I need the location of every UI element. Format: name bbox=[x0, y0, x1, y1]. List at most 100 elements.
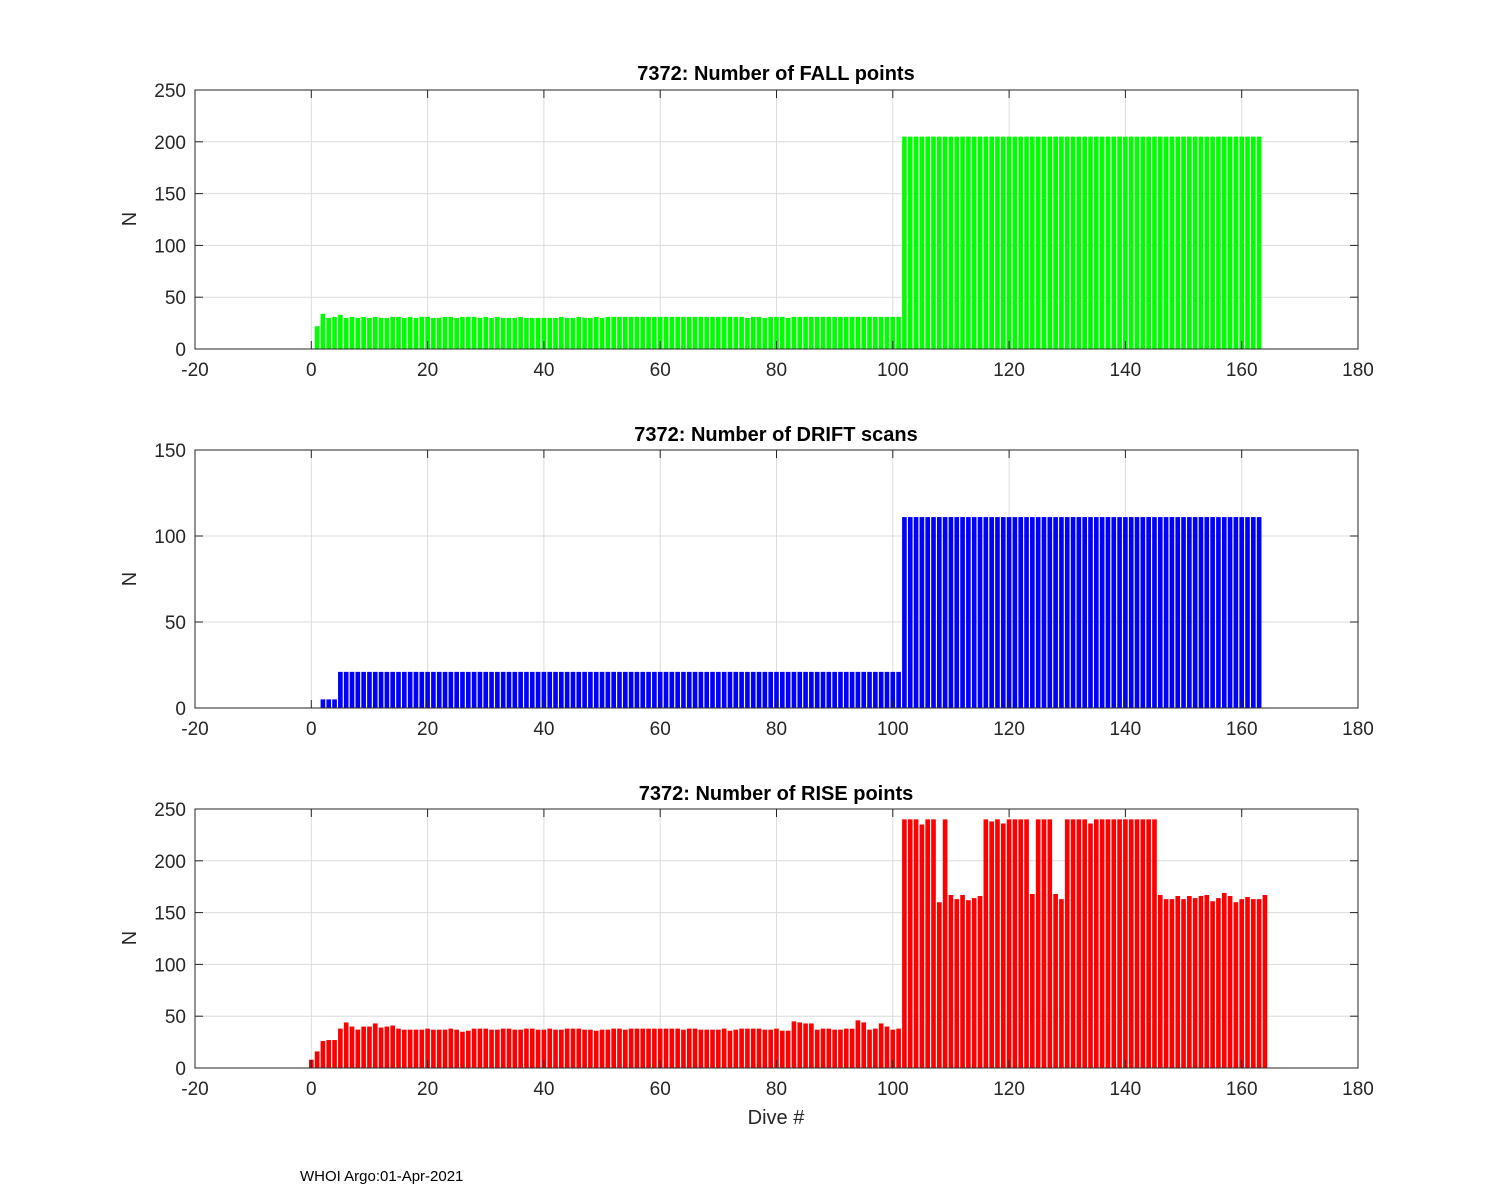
bar bbox=[890, 1029, 896, 1068]
bar bbox=[1064, 136, 1070, 349]
bar bbox=[431, 317, 436, 349]
bar bbox=[1251, 517, 1256, 708]
bar bbox=[681, 671, 686, 708]
bar bbox=[1204, 517, 1210, 708]
bar bbox=[628, 671, 634, 708]
bar bbox=[657, 1028, 663, 1068]
bar bbox=[320, 313, 326, 349]
bar bbox=[454, 1029, 459, 1068]
bar bbox=[1024, 136, 1029, 349]
bar bbox=[873, 671, 878, 708]
bar bbox=[867, 1029, 872, 1068]
bar bbox=[779, 1030, 785, 1068]
bar bbox=[332, 316, 337, 349]
bar bbox=[349, 316, 355, 349]
bar bbox=[971, 136, 977, 349]
bar bbox=[1198, 136, 1204, 349]
bar bbox=[489, 671, 494, 708]
bar bbox=[576, 1028, 582, 1068]
bar bbox=[535, 671, 541, 708]
bar bbox=[1099, 136, 1105, 349]
bar bbox=[506, 671, 512, 708]
bar bbox=[716, 316, 721, 349]
bar bbox=[907, 136, 913, 349]
bar bbox=[500, 1028, 506, 1068]
bar bbox=[617, 316, 622, 349]
x-tick-label: 100 bbox=[877, 719, 909, 740]
bar bbox=[1256, 517, 1262, 708]
bar bbox=[1024, 819, 1029, 1068]
bar bbox=[419, 316, 425, 349]
bar bbox=[384, 317, 390, 349]
bar bbox=[663, 316, 669, 349]
bar bbox=[1059, 899, 1064, 1068]
bar bbox=[1221, 517, 1227, 708]
bar bbox=[733, 316, 739, 349]
bar bbox=[372, 671, 378, 708]
x-tick-label: 20 bbox=[417, 719, 438, 740]
bar bbox=[785, 1030, 791, 1068]
bar bbox=[960, 894, 965, 1068]
bar bbox=[925, 136, 931, 349]
bar bbox=[884, 1026, 890, 1068]
bar bbox=[343, 317, 349, 349]
bar bbox=[1123, 517, 1128, 708]
bar bbox=[332, 699, 337, 708]
bar bbox=[1030, 893, 1035, 1068]
bar bbox=[675, 671, 680, 708]
bar bbox=[1221, 892, 1227, 1068]
bar bbox=[646, 1028, 651, 1068]
bar bbox=[436, 317, 442, 349]
bar bbox=[768, 316, 774, 349]
bar bbox=[372, 1023, 378, 1068]
bar bbox=[954, 899, 960, 1068]
bar bbox=[1198, 517, 1204, 708]
y-tick-label: 150 bbox=[154, 441, 186, 462]
bar bbox=[442, 1029, 448, 1068]
bar bbox=[1198, 896, 1204, 1068]
bar bbox=[1012, 819, 1018, 1068]
bar bbox=[727, 1030, 733, 1068]
bar bbox=[448, 671, 454, 708]
bar bbox=[733, 1029, 739, 1068]
bar bbox=[1140, 517, 1146, 708]
x-tick-label: 20 bbox=[417, 1079, 438, 1100]
y-tick-label: 50 bbox=[165, 288, 186, 309]
bar bbox=[1227, 136, 1233, 349]
bar bbox=[593, 671, 599, 708]
bar bbox=[518, 316, 523, 349]
bar bbox=[698, 1029, 704, 1068]
bar bbox=[1169, 517, 1175, 708]
bar bbox=[1099, 819, 1105, 1068]
bar bbox=[471, 1028, 477, 1068]
bar bbox=[622, 316, 628, 349]
bar bbox=[524, 317, 529, 349]
x-tick-label: 80 bbox=[766, 360, 787, 381]
x-tick-label: -20 bbox=[181, 719, 208, 740]
bar bbox=[483, 1028, 489, 1068]
y-tick-label: 50 bbox=[165, 613, 186, 634]
bar bbox=[710, 671, 715, 708]
bar bbox=[913, 136, 919, 349]
bar bbox=[826, 671, 832, 708]
bar bbox=[1076, 517, 1082, 708]
y-axis-label-fall: N bbox=[119, 212, 141, 226]
bar bbox=[768, 671, 774, 708]
bar bbox=[838, 316, 843, 349]
bar bbox=[489, 317, 494, 349]
bar bbox=[1146, 819, 1151, 1068]
bar bbox=[477, 317, 483, 349]
y-tick-label: 0 bbox=[175, 699, 186, 720]
bar bbox=[1134, 517, 1140, 708]
bar bbox=[902, 136, 907, 349]
bar bbox=[966, 136, 971, 349]
bar bbox=[954, 517, 960, 708]
bar bbox=[326, 1040, 332, 1068]
bar bbox=[803, 671, 808, 708]
bar bbox=[320, 1041, 326, 1068]
bar bbox=[640, 671, 646, 708]
bar bbox=[797, 671, 803, 708]
bar bbox=[355, 671, 361, 708]
bar bbox=[611, 671, 616, 708]
bar bbox=[942, 136, 948, 349]
